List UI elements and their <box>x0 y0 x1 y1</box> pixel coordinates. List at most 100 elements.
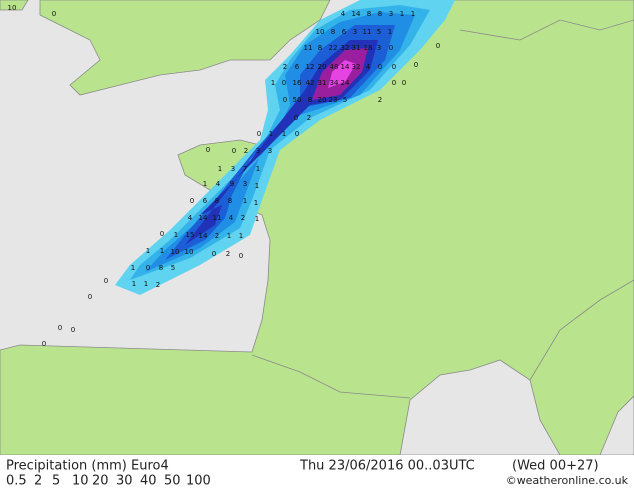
precip-value: 0 <box>294 114 298 122</box>
precip-value: 1 <box>255 182 259 190</box>
precip-value: 1 <box>132 280 136 288</box>
precip-value: 16 <box>293 79 302 87</box>
precip-value: 11 <box>304 44 313 52</box>
precip-value: 5 <box>171 264 175 272</box>
legend-value: 100 <box>186 474 211 489</box>
precip-value: 48 <box>330 63 339 71</box>
precip-value: 4 <box>341 10 346 18</box>
land-small <box>0 0 29 11</box>
precip-value: 3 <box>377 44 381 52</box>
precip-value: 8 <box>308 96 312 104</box>
precip-value: 0 <box>402 79 406 87</box>
precip-value: 5 <box>377 28 381 36</box>
precip-value: 0 <box>392 63 396 71</box>
precip-value: 0 <box>414 61 418 69</box>
precip-value: 14 <box>341 63 350 71</box>
precip-value: 0 <box>282 79 286 87</box>
precip-value: 1 <box>227 232 231 240</box>
precip-value: 18 <box>364 44 373 52</box>
precip-value: 3 <box>353 28 357 36</box>
precip-value: 0 <box>232 147 236 155</box>
precip-value: 10 <box>185 248 194 256</box>
precip-value: 10 <box>316 28 325 36</box>
precip-value: 9 <box>230 180 234 188</box>
precip-value: 0 <box>378 63 382 71</box>
precip-value: 0 <box>58 324 62 332</box>
precip-value: 0 <box>389 44 393 52</box>
legend-value: 50 <box>164 474 181 489</box>
precip-value: 1 <box>254 199 258 207</box>
precip-value: 8 <box>318 44 322 52</box>
precip-value: 7 <box>243 165 247 173</box>
precip-value: 3 <box>256 147 260 155</box>
precip-value: 32 <box>341 44 350 52</box>
sea-mediterranean <box>399 359 561 456</box>
precip-value: 0 <box>206 146 210 154</box>
precip-value: 8 <box>228 197 232 205</box>
precip-value: 2 <box>378 96 382 104</box>
precip-value: 0 <box>146 264 150 272</box>
legend-value: 20 <box>92 474 109 489</box>
precip-value: 5 <box>343 96 347 104</box>
precip-value: 0 <box>88 293 92 301</box>
precip-value: 24 <box>341 79 350 87</box>
precip-value: 32 <box>352 63 361 71</box>
precip-value: 0 <box>212 250 216 258</box>
border <box>459 19 634 41</box>
precip-value: 1 <box>255 215 259 223</box>
precip-value: 2 <box>215 232 219 240</box>
footer <box>0 455 634 490</box>
map-title: Precipitation (mm) Euro4 <box>6 459 169 474</box>
legend-value: 5 <box>52 474 60 489</box>
precip-value: 8 <box>215 197 219 205</box>
precip-value: 2 <box>226 250 230 258</box>
precip-value: 14 <box>352 10 361 18</box>
precip-value: 8 <box>331 28 335 36</box>
precip-value: 50 <box>293 96 302 104</box>
precip-value: 0 <box>71 326 75 334</box>
precip-value: 3 <box>389 10 393 18</box>
precip-value: 1 <box>146 247 150 255</box>
precip-value: 1 <box>131 264 135 272</box>
precip-value: 3 <box>268 147 272 155</box>
precip-value: 4 <box>216 180 221 188</box>
precip-value: 0 <box>52 10 56 18</box>
precip-value: 2 <box>307 114 311 122</box>
precip-value: 0 <box>160 230 164 238</box>
precip-value: 23 <box>329 96 338 104</box>
legend-value: 2 <box>34 474 42 489</box>
precip-value: 15 <box>186 231 195 239</box>
precip-value: 2 <box>244 147 248 155</box>
precip-value: 34 <box>330 79 339 87</box>
precip-value: 4 <box>188 214 193 222</box>
precip-value: 11 <box>213 214 222 222</box>
precip-value: 8 <box>159 264 163 272</box>
precip-value: 1 <box>218 165 222 173</box>
valid-time: Thu 23/06/2016 00..03UTC <box>299 459 475 474</box>
precip-value: 2 <box>156 281 160 289</box>
precip-value: 1 <box>174 231 178 239</box>
precip-value: 0 <box>436 42 440 50</box>
precip-value: 1 <box>203 180 207 188</box>
land-britain <box>39 0 331 96</box>
precip-value: 31 <box>352 44 361 52</box>
precip-value: 6 <box>342 28 347 36</box>
precip-value: 1 <box>269 130 273 138</box>
precip-value: 31 <box>318 79 327 87</box>
precip-value: 2 <box>241 214 245 222</box>
precip-value: 1 <box>239 232 243 240</box>
precip-value: 1 <box>144 280 148 288</box>
precip-value: 8 <box>367 10 371 18</box>
precip-value: 0 <box>239 252 243 260</box>
precip-value: 14 <box>199 232 208 240</box>
precip-value: 4 <box>229 214 234 222</box>
precip-value: 1 <box>243 197 247 205</box>
precip-value: 2 <box>283 63 287 71</box>
legend-value: 30 <box>116 474 133 489</box>
rain-band <box>328 60 356 88</box>
precip-value: 0 <box>190 197 194 205</box>
precip-value: 1 <box>271 79 275 87</box>
border <box>251 354 411 399</box>
precip-value: 3 <box>231 165 235 173</box>
